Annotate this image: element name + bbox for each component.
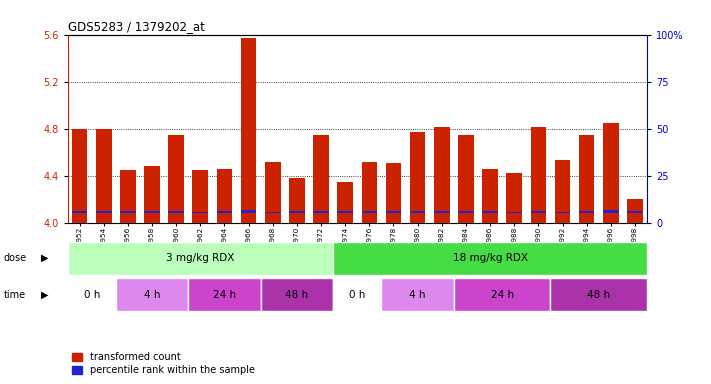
Bar (241, 38, 257, 223)
Text: ▶: ▶ (41, 253, 49, 263)
Bar (337, 182, 353, 223)
Bar (434, 211, 449, 213)
Text: 0 h: 0 h (349, 290, 365, 300)
Bar (265, 212, 281, 213)
Bar (265, 162, 281, 223)
Bar (217, 212, 232, 213)
Bar (193, 170, 208, 223)
Bar (289, 178, 305, 223)
Bar (68, 278, 116, 311)
Bar (627, 199, 643, 223)
Bar (506, 212, 522, 213)
Text: 3 mg/kg RDX: 3 mg/kg RDX (166, 253, 235, 263)
Text: 24 h: 24 h (491, 290, 514, 300)
Bar (410, 132, 425, 223)
Text: ▶: ▶ (41, 290, 49, 300)
Text: 4 h: 4 h (144, 290, 160, 300)
Text: time: time (4, 290, 26, 300)
Bar (579, 212, 594, 213)
Bar (482, 169, 498, 223)
Bar (188, 278, 261, 311)
Bar (120, 170, 136, 223)
Bar (333, 242, 647, 275)
Bar (120, 212, 136, 213)
Bar (314, 134, 329, 223)
Bar (361, 212, 378, 213)
Bar (381, 278, 454, 311)
Bar (337, 212, 353, 213)
Bar (550, 278, 647, 311)
Bar (144, 166, 160, 223)
Text: 18 mg/kg RDX: 18 mg/kg RDX (453, 253, 528, 263)
Bar (530, 212, 546, 213)
Bar (458, 212, 474, 213)
Bar (454, 278, 550, 311)
Bar (603, 123, 619, 223)
Legend: transformed count, percentile rank within the sample: transformed count, percentile rank withi… (73, 353, 255, 375)
Bar (241, 210, 257, 213)
Text: 48 h: 48 h (587, 290, 610, 300)
Bar (385, 163, 401, 223)
Bar (116, 278, 188, 311)
Bar (289, 212, 305, 213)
Bar (261, 278, 333, 311)
Bar (68, 242, 333, 275)
Bar (579, 134, 594, 223)
Bar (169, 211, 184, 213)
Bar (361, 162, 378, 223)
Text: 48 h: 48 h (285, 290, 309, 300)
Bar (603, 210, 619, 213)
Bar (555, 161, 570, 223)
Bar (314, 212, 329, 213)
Bar (96, 211, 112, 213)
Bar (144, 211, 160, 213)
Text: GDS5283 / 1379202_at: GDS5283 / 1379202_at (68, 20, 205, 33)
Bar (193, 212, 208, 213)
Bar (555, 212, 570, 213)
Bar (410, 212, 425, 213)
Text: dose: dose (4, 253, 27, 263)
Bar (96, 129, 112, 223)
Bar (217, 169, 232, 223)
Bar (482, 212, 498, 213)
Bar (333, 278, 381, 311)
Bar (506, 173, 522, 223)
Bar (530, 127, 546, 223)
Bar (72, 211, 87, 213)
Bar (385, 212, 401, 213)
Bar (72, 129, 87, 223)
Text: 24 h: 24 h (213, 290, 236, 300)
Bar (458, 134, 474, 223)
Bar (627, 212, 643, 213)
Bar (434, 127, 449, 223)
Bar (169, 134, 184, 223)
Text: 0 h: 0 h (83, 290, 100, 300)
Text: 4 h: 4 h (410, 290, 426, 300)
